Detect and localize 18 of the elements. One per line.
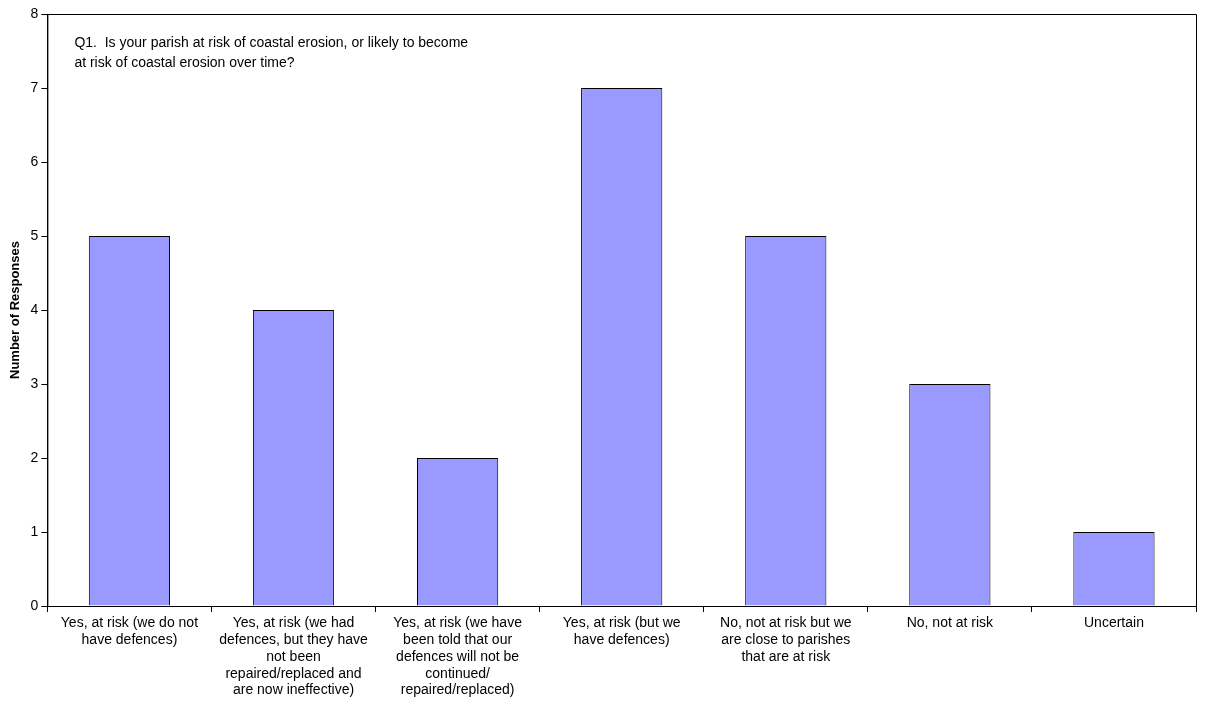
y-tick-label: 7 — [30, 78, 39, 95]
y-tick-label: 6 — [30, 152, 39, 169]
x-tick-label: Uncertain — [1084, 614, 1144, 631]
x-tick-label: No, not at risk but we are close to parishes that are at risk — [720, 614, 852, 664]
y-tick-label: 5 — [30, 226, 39, 243]
x-tick-label: Yes, at risk (but we have defences) — [562, 614, 681, 648]
y-tick-label: 8 — [30, 4, 39, 21]
y-tick-label: 3 — [30, 374, 39, 391]
x-tick-label: No, not at risk — [906, 614, 995, 631]
y-tick-label: 0 — [30, 596, 39, 613]
x-tick-label: Yes, at risk (we do not have defences) — [60, 614, 199, 648]
y-tick-label: 4 — [30, 300, 39, 317]
y-axis-title: Number of Responses — [7, 241, 23, 379]
x-tick-label: Yes, at risk (we had defences, but they have not been repaired/replaced and are now ineffective) — [219, 614, 369, 698]
y-tick-label: 1 — [30, 522, 39, 539]
text: Q1. Is your parish at risk of coastal erosion, or likely to become at risk of coastal erosion over time? — [74, 33, 469, 70]
x-tick-label: Yes, at risk (we have been told that our defences will not be continued/ repaired/replaced) — [393, 614, 523, 698]
y-tick-label: 2 — [30, 448, 39, 465]
